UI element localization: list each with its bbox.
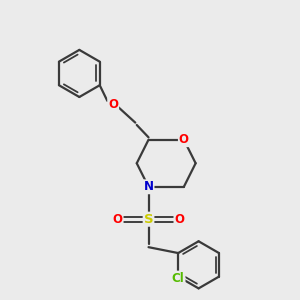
Text: O: O [112, 213, 123, 226]
Text: O: O [179, 133, 189, 146]
Text: O: O [174, 213, 184, 226]
Text: N: N [143, 180, 154, 193]
Text: Cl: Cl [172, 272, 184, 285]
Text: O: O [108, 98, 118, 111]
Text: S: S [144, 213, 153, 226]
